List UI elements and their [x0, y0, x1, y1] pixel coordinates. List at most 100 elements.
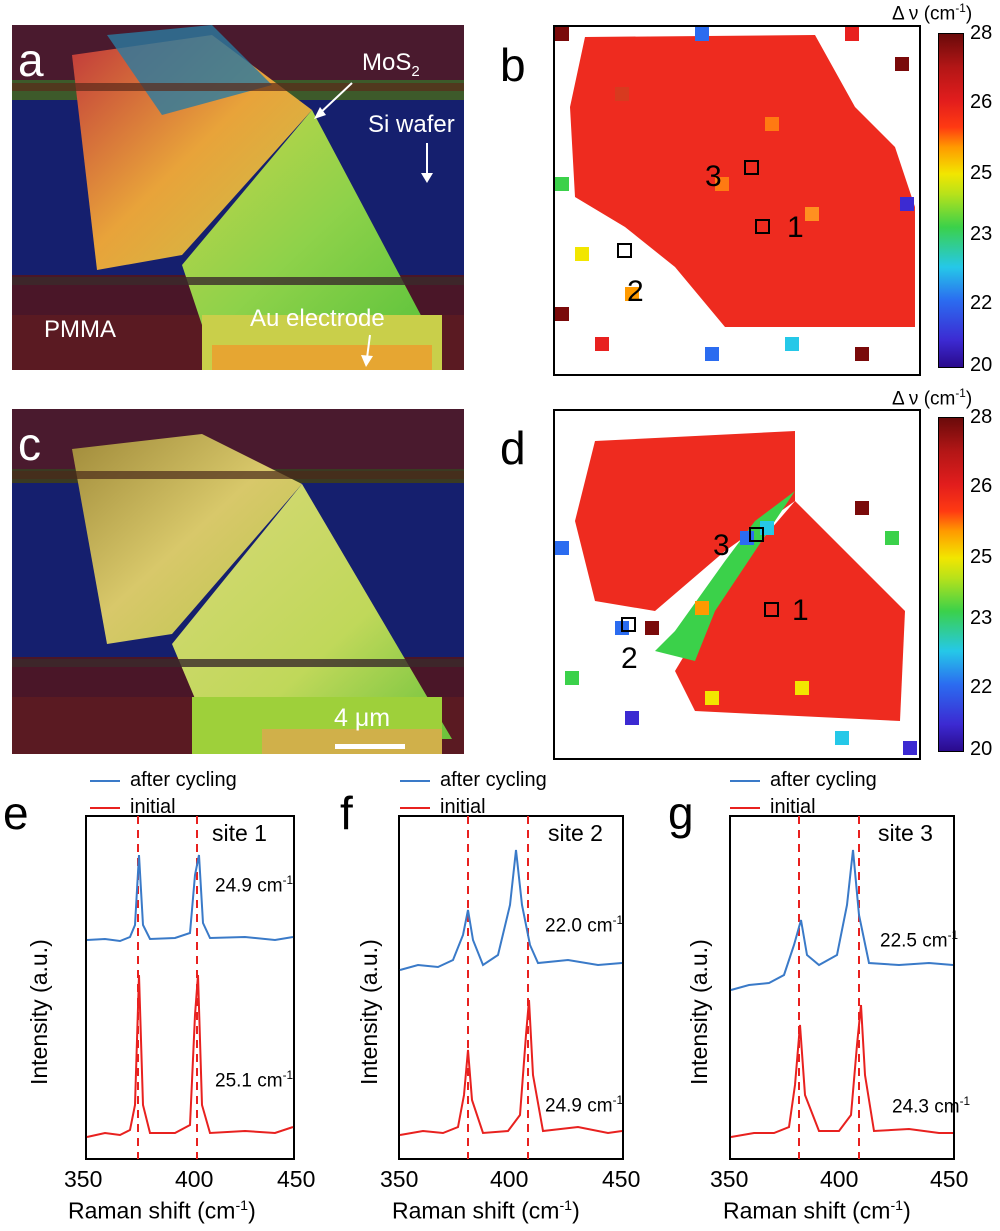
spectrum-e-xtick-450: 450: [277, 1166, 316, 1192]
spectrum-e-ylabel: Intensity (a.u.): [26, 939, 52, 1085]
legend-after-line-e: [90, 780, 120, 782]
spectrum-e-frame: [85, 815, 295, 1160]
raman-map-d-image: [555, 431, 917, 755]
spectrum-f-after: [399, 849, 623, 971]
spectrum-e-xlabel-text: Raman shift (cm: [68, 1197, 236, 1224]
legend-initial-line-f: [400, 807, 430, 809]
colorbar-2-tick-20: 20: [970, 738, 993, 760]
spectrum-e-initial: [86, 974, 294, 1138]
map-b-site-3: 3: [705, 160, 722, 193]
spectrum-chart-e: [85, 815, 295, 1160]
spectrum-f-ylabel: Intensity (a.u.): [356, 939, 382, 1085]
spectrum-g-site: site 3: [878, 820, 933, 846]
annotation-pmma: PMMA: [44, 316, 116, 343]
legend-after-f: after cycling: [440, 769, 547, 791]
spectrum-g-after-shift-text: 22.5 cm: [880, 930, 948, 952]
spectrum-g-xtick-450: 450: [930, 1166, 969, 1192]
legend-after-line-f: [400, 780, 430, 782]
panel-label-d: d: [500, 422, 526, 474]
raman-map-b: 1 2 3: [553, 25, 921, 376]
panel-label-c: c: [18, 418, 41, 470]
legend-initial-line-e: [90, 807, 120, 809]
spectrum-f-xlabel-text: Raman shift (cm: [392, 1197, 560, 1224]
spectrum-g-xtick-350: 350: [710, 1166, 749, 1192]
colorbar-1-title: Δ ν (cm-1): [892, 3, 973, 25]
annotation-mos2: MoS2: [362, 51, 420, 79]
spectrum-f-xtick-350: 350: [380, 1166, 419, 1192]
micrograph-a-image: [12, 25, 464, 370]
spectrum-f-xtick-450: 450: [602, 1166, 641, 1192]
spectrum-e-initial-shift: 25.1 cm-1: [215, 1069, 294, 1092]
annotation-arrows: [314, 82, 433, 367]
spectrum-e-after-shift-sup: -1: [282, 874, 294, 887]
spectrum-e-site: site 1: [212, 820, 267, 846]
scalebar-label: 4 μm: [334, 704, 391, 732]
map-d-site-2: 2: [621, 642, 638, 675]
colorbar-2-title-close: ): [965, 388, 973, 410]
micrograph-c-image: [12, 409, 464, 754]
spectrum-f-initial-shift: 24.9 cm-1: [545, 1094, 624, 1117]
colorbar-2-tick-25: 25: [970, 546, 993, 568]
colorbar-1-title-close: ): [965, 3, 973, 25]
spectrum-g-ylabel: Intensity (a.u.): [686, 939, 712, 1085]
spectrum-f-after-shift-text: 22.0 cm: [545, 915, 613, 937]
spectrum-f-frame: [398, 815, 624, 1160]
colorbar-1-title-text: Δ ν (cm: [892, 3, 956, 25]
spectrum-g-after: [730, 849, 954, 991]
panel-label-e: e: [3, 787, 29, 839]
spectrum-f-xlabel: Raman shift (cm-1): [392, 1199, 580, 1223]
legend-after-g: after cycling: [770, 769, 877, 791]
panel-label-g: g: [668, 787, 694, 839]
panel-label-a: a: [18, 34, 44, 86]
spectrum-f-initial-shift-sup: -1: [612, 1094, 624, 1107]
spectrum-e-initial-shift-sup: -1: [282, 1069, 294, 1082]
spectrum-g-xtick-400: 400: [820, 1166, 859, 1192]
spectrum-f-initial: [399, 999, 623, 1136]
colorbar-1-tick-25: 25: [970, 162, 993, 184]
colorbar-2-tick-23: 23: [970, 607, 993, 629]
spectrum-e-initial-shift-text: 25.1 cm: [215, 1070, 283, 1092]
spectrum-e-after-shift: 24.9 cm-1: [215, 874, 294, 897]
micrograph-c: c 4 μm: [12, 409, 464, 754]
colorbar-2: [938, 417, 964, 752]
colorbar-1-tick-26: 26: [970, 91, 993, 113]
spectrum-e-xlabel-sup: -1: [235, 1198, 249, 1214]
annotation-si-wafer: Si wafer: [368, 111, 455, 138]
spectrum-e-xlabel-close: ): [248, 1197, 256, 1224]
colorbar-2-title-sup: -1: [955, 387, 966, 400]
spectrum-e-xlabel: Raman shift (cm-1): [68, 1199, 256, 1223]
legend-initial-g: initial: [770, 796, 816, 818]
spectrum-f-site: site 2: [548, 820, 603, 846]
spectrum-f-after-shift: 22.0 cm-1: [545, 915, 623, 937]
map-b-site-1: 1: [787, 211, 804, 244]
spectrum-g-frame: [729, 815, 955, 1160]
raman-map-d: 1 2 3: [553, 409, 921, 760]
legend-after-e: after cycling: [130, 769, 237, 791]
spectrum-g-initial-shift: 24.3 cm-1: [892, 1095, 971, 1117]
annotation-mos2-sub: 2: [411, 62, 420, 80]
spectrum-e-xtick-400: 400: [175, 1166, 214, 1192]
panel-label-b: b: [500, 39, 526, 91]
spectrum-chart-g: [729, 815, 955, 1160]
colorbar-1-tick-23: 23: [970, 223, 993, 245]
legend-initial-f: initial: [440, 796, 486, 818]
colorbar-1-tick-20: 20: [970, 354, 993, 376]
annotation-mos2-text: MoS: [362, 49, 412, 76]
spectrum-f-xlabel-close: ): [572, 1197, 580, 1224]
legend-after-line-g: [730, 780, 760, 782]
raman-map-b-image: [555, 27, 915, 361]
spectrum-f-initial-shift-text: 24.9 cm: [545, 1095, 613, 1117]
spectrum-e-xtick-350: 350: [64, 1166, 103, 1192]
spectrum-g-xlabel-text: Raman shift (cm: [723, 1197, 891, 1224]
annotation-au-electrode: Au electrode: [250, 305, 385, 332]
spectrum-e-after: [86, 854, 294, 943]
colorbar-2-title-text: Δ ν (cm: [892, 388, 956, 410]
spectrum-g-initial-shift-sup: -1: [959, 1095, 971, 1108]
colorbar-1-tick-22: 22: [970, 292, 993, 314]
spectrum-g-after-shift-sup: -1: [947, 929, 959, 942]
spectrum-f-xtick-400: 400: [490, 1166, 529, 1192]
spectrum-e-after-shift-text: 24.9 cm: [215, 875, 283, 897]
spectrum-g-after-shift: 22.5 cm-1: [880, 929, 959, 952]
legend-initial-e: initial: [130, 796, 176, 818]
spectrum-g-initial: [730, 1004, 953, 1138]
